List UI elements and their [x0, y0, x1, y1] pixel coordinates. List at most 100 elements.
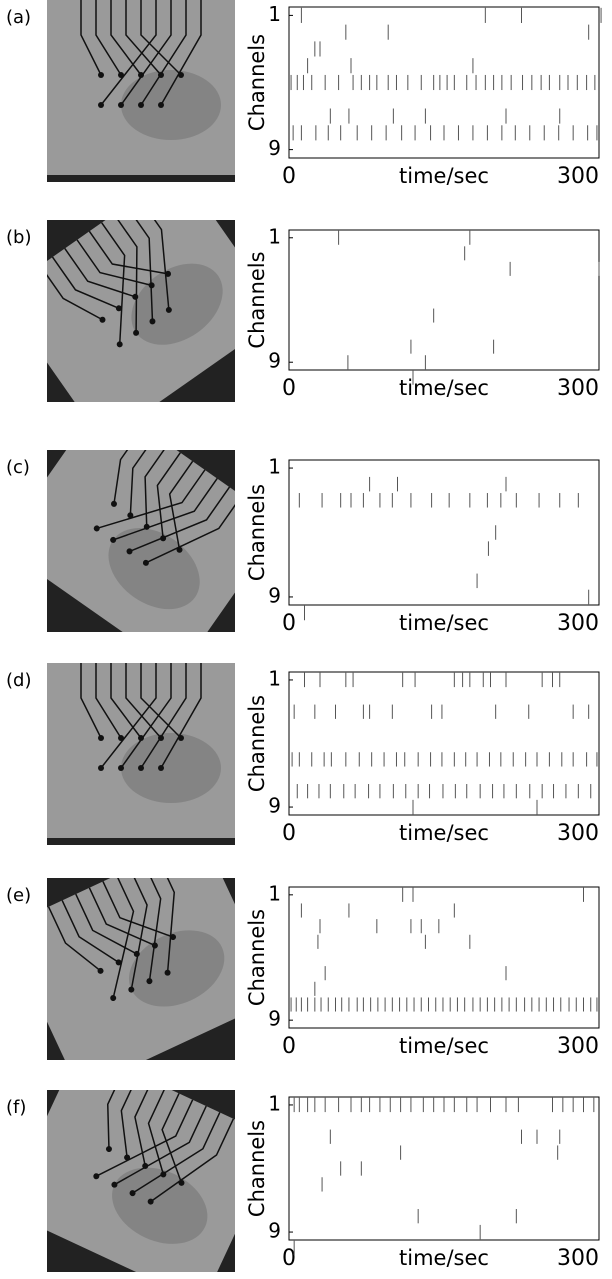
electrode-trace [145, 495, 235, 564]
electrode [170, 934, 177, 941]
electrode-trace [96, 469, 206, 530]
electrode-trace [125, 0, 162, 76]
plot-frame [288, 229, 600, 371]
panel-label: (b) [6, 227, 31, 248]
electrode-trace [129, 486, 231, 553]
electrode-trace [95, 663, 122, 739]
electrode [147, 1198, 154, 1205]
y-axis-label: Channels [245, 909, 269, 1006]
photo-inner [47, 220, 235, 402]
electrode [138, 102, 144, 108]
photo [47, 0, 235, 182]
electrode [111, 1181, 118, 1188]
electrode-trace [88, 887, 156, 947]
electrode [93, 1173, 100, 1180]
cells [121, 733, 221, 803]
electrode-trace [161, 1093, 183, 1184]
electrode [146, 978, 153, 985]
x-axis-label: time/sec [399, 1034, 489, 1058]
substrate [47, 1090, 235, 1272]
electrode [158, 765, 164, 771]
y-tick-label: 9 [268, 136, 281, 160]
photo-inner [47, 1090, 235, 1272]
panel: (b) 1 90 300 time/sec Channels [6, 220, 600, 402]
panel-label: (e) [6, 885, 31, 906]
electrode [98, 765, 104, 771]
x-tick-label: 0 [282, 1034, 296, 1059]
panel: (e) 1 90 300 time/sec Channels [6, 878, 600, 1060]
electrode [118, 102, 124, 108]
y-tick-label: 9 [268, 1007, 281, 1031]
electrode-trace [140, 0, 182, 76]
y-tick-label: 1 [268, 666, 281, 690]
electrode [158, 102, 164, 108]
y-tick-label: 1 [268, 1091, 281, 1115]
electrode-trace [137, 220, 170, 310]
plot-frame [288, 671, 600, 816]
photo-inner [47, 0, 235, 175]
electrode [128, 986, 135, 993]
photo [47, 450, 235, 632]
electrode-trace [47, 265, 103, 321]
panel-label: (d) [6, 670, 31, 691]
y-tick-label: 9 [268, 1219, 281, 1243]
x-tick-label: 300 [557, 376, 599, 401]
electrode [110, 995, 117, 1002]
y-axis-label: Channels [245, 484, 269, 581]
panel: (c) 1 90 300 time/sec Channels [6, 450, 600, 636]
electrode [93, 525, 100, 532]
electrode [138, 735, 144, 741]
electrode-trace [101, 222, 126, 345]
electrode-trace [112, 878, 135, 999]
electrode-trace [156, 878, 176, 973]
y-tick-label: 1 [268, 224, 281, 248]
x-tick-label: 0 [282, 1246, 296, 1271]
electrode [165, 270, 172, 277]
y-tick-label: 1 [268, 455, 281, 479]
electrode [118, 765, 124, 771]
electrode-trace [61, 900, 120, 964]
electrode-trace [120, 1090, 139, 1158]
electrode-trace [160, 0, 202, 106]
cells [121, 70, 221, 140]
electrode-trace [88, 230, 169, 275]
electrode-trace [100, 663, 157, 769]
panel-label: (c) [6, 457, 30, 478]
electrode [165, 306, 172, 313]
electrode [124, 1154, 131, 1161]
electrode [115, 305, 122, 312]
panel: (d) 1 90 300 time/sec Channels [6, 663, 600, 846]
electrode-trace [143, 878, 162, 982]
electrode-trace [132, 1112, 221, 1194]
electrode-trace [80, 0, 102, 76]
electrode [127, 512, 134, 519]
electrode [98, 102, 104, 108]
y-tick-label: 1 [268, 2, 281, 26]
cells [112, 1167, 208, 1244]
electrode-trace [75, 893, 138, 955]
electrode-trace [125, 663, 162, 739]
electrode-trace [113, 450, 145, 504]
y-axis-label: Channels [245, 1120, 269, 1217]
y-tick-label: 9 [268, 349, 281, 373]
electrode [99, 316, 106, 323]
y-axis-label: Channels [245, 251, 269, 348]
electrode-trace [129, 450, 157, 516]
electrode-trace [110, 0, 142, 76]
x-tick-label: 0 [282, 611, 296, 636]
electrode-trace [140, 663, 182, 739]
x-tick-label: 300 [557, 821, 599, 846]
electrode-trace [106, 1090, 126, 1150]
x-tick-label: 300 [557, 611, 599, 636]
photo [47, 663, 235, 845]
electrode-trace [102, 881, 174, 938]
electrode-trace [147, 1090, 167, 1175]
electrode-trace [80, 663, 102, 739]
y-axis-label: Channels [245, 695, 269, 792]
electrode [110, 536, 117, 543]
x-axis-label: time/sec [399, 164, 489, 188]
electrode [149, 318, 156, 325]
panel: (f) 1 90 300 time/sec Channels [6, 1090, 600, 1272]
electrode-trace [95, 1099, 194, 1177]
